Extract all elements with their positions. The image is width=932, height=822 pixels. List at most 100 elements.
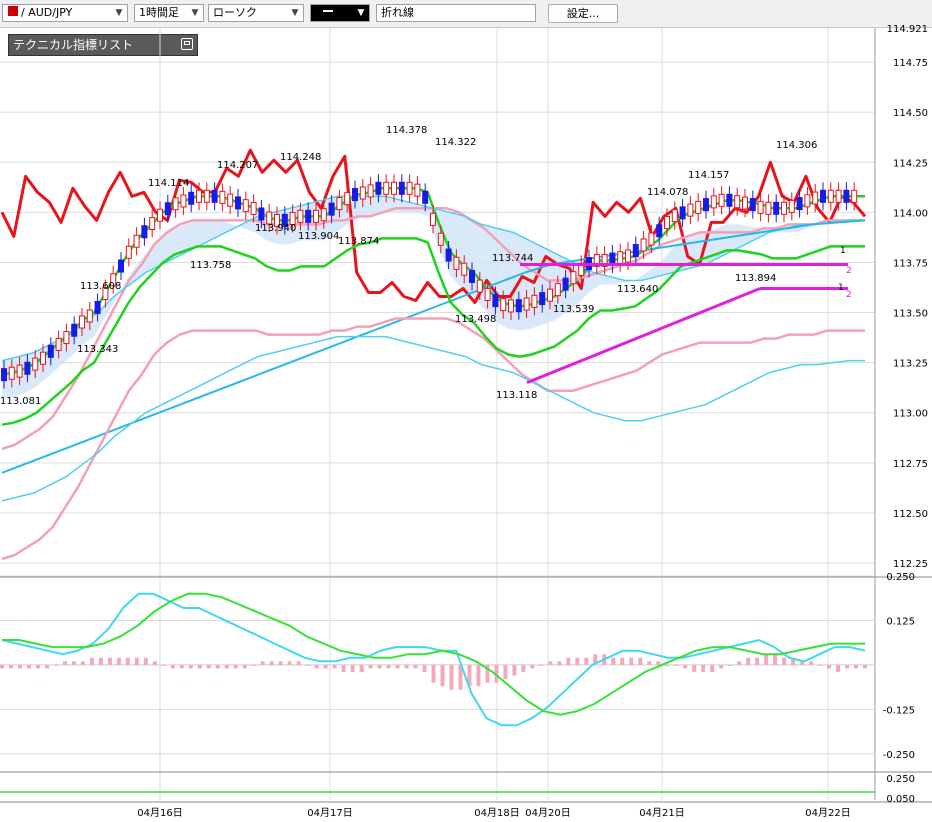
macd-histogram-bar <box>476 664 481 687</box>
macd-histogram-bar <box>215 664 220 669</box>
chart-style-label: ローソク <box>213 6 257 19</box>
candle-body <box>398 181 405 195</box>
chevron-down-icon: ▼ <box>115 8 123 18</box>
candle-body <box>86 309 93 323</box>
candle-body <box>718 193 725 207</box>
restore-icon[interactable] <box>181 38 193 50</box>
chart-style-select[interactable]: ローソク ▼ <box>208 4 304 22</box>
candle-body <box>749 198 756 212</box>
macd-histogram-bar <box>350 664 355 672</box>
candle-body <box>242 199 249 213</box>
chevron-down-icon: ▼ <box>191 8 199 18</box>
line-color-icon <box>323 10 333 12</box>
candle-body <box>687 203 694 217</box>
indicator-tick-label: 0.250 <box>886 572 915 583</box>
candle-body <box>742 196 748 210</box>
macd-histogram-bar <box>782 657 787 665</box>
candle-body <box>515 299 522 313</box>
macd-histogram-bar <box>386 664 391 669</box>
candle-body <box>773 201 780 215</box>
rising-trendline <box>526 287 761 385</box>
macd-histogram-bar <box>152 661 157 665</box>
candle-body <box>835 189 842 203</box>
candle-body <box>695 200 702 214</box>
candle-body <box>656 224 663 238</box>
candle-body <box>765 201 772 215</box>
indicator-tick-label: -0.250 <box>883 750 915 761</box>
price-annotations: 113.081 113.608 113.343 114.114 113.758 114.2… <box>0 125 817 407</box>
cloud-area <box>2 196 865 399</box>
timeframe-select[interactable]: 1時間足 ▼ <box>134 4 204 22</box>
toolbar: / AUD/JPY ▼ 1時間足 ▼ ローソク ▼ ▼ 折れ線 設定... <box>0 0 932 28</box>
macd-histogram-bar <box>701 664 706 672</box>
candle-body <box>531 294 538 308</box>
candle-body <box>476 279 483 293</box>
macd-histogram-bar <box>35 664 40 669</box>
candle-body <box>110 273 117 287</box>
settings-button[interactable]: 設定... <box>548 4 618 23</box>
indicator-tick-label: -0.125 <box>883 705 915 716</box>
macd-histogram-bar <box>260 661 265 665</box>
price-annotation: 113.498 <box>455 314 496 325</box>
symbol-select[interactable]: / AUD/JPY ▼ <box>2 4 128 22</box>
price-annotation: 114.114 <box>148 178 189 189</box>
price-tick-label: 114.00 <box>893 208 928 219</box>
macd-histogram-bar <box>440 664 445 687</box>
candle-body <box>141 225 148 239</box>
series-line <box>1 219 866 474</box>
candle-body <box>149 216 156 230</box>
macd-histogram-bar <box>710 664 715 672</box>
price-annotation: 114.378 <box>386 125 427 136</box>
macd-indicator: 0.250 0.125 -0.125 -0.250 0.250 0.050 <box>0 572 915 805</box>
macd-histogram-bar <box>125 657 130 665</box>
line-type-label: 折れ線 <box>381 6 414 19</box>
candle-body <box>344 192 351 206</box>
trendline-tag: 1 <box>840 246 846 256</box>
candle-body <box>648 232 655 246</box>
candle-body <box>63 331 70 345</box>
candle-body <box>500 298 507 312</box>
candle-body <box>679 206 686 220</box>
price-tick-label: 112.50 <box>893 509 928 520</box>
macd-histogram-bar <box>179 664 184 669</box>
price-annotation: 113.081 <box>0 396 41 407</box>
candle-body <box>640 238 647 252</box>
macd-histogram-bar <box>512 664 517 676</box>
candle-body <box>133 234 140 248</box>
indicator-list-panel[interactable]: テクニカル指標リスト <box>8 34 198 56</box>
candle-body <box>796 197 803 211</box>
candle-body <box>469 269 475 283</box>
macd-histogram-bar <box>764 654 769 665</box>
trendline-tag: 1 <box>838 283 844 293</box>
macd-histogram-bar <box>0 664 4 669</box>
candle-body <box>164 202 171 216</box>
chevron-down-icon: ▼ <box>291 8 299 18</box>
candle-body <box>313 209 319 223</box>
macd-histogram-bar <box>431 664 436 683</box>
macd-histogram-bar <box>206 664 211 669</box>
price-annotation: 113.874 <box>338 236 379 247</box>
macd-histogram-bar <box>467 664 472 687</box>
candle-body <box>827 189 834 203</box>
panel-title: テクニカル指標リスト <box>13 38 134 52</box>
sub-tick-label: 0.050 <box>886 794 915 805</box>
macd-histogram-bar <box>89 657 94 665</box>
price-tick-label: 114.75 <box>893 58 928 69</box>
macd-histogram-bar <box>368 664 373 669</box>
candle-body <box>32 357 39 371</box>
candle-body <box>586 257 592 271</box>
candle-body <box>554 283 561 297</box>
line-type-select[interactable]: 折れ線 <box>376 4 536 22</box>
candle-body <box>320 208 327 222</box>
candle-body <box>430 212 436 226</box>
macd-histogram-bar <box>557 661 562 665</box>
macd-histogram-bar <box>377 664 382 669</box>
macd-histogram-bar <box>647 661 652 665</box>
macd-histogram-bar <box>746 657 751 665</box>
macd-histogram-bar <box>242 664 247 669</box>
price-annotation: 113.539 <box>553 304 594 315</box>
color-select[interactable]: ▼ <box>310 4 370 22</box>
macd-histogram-bar <box>494 664 499 683</box>
macd-histogram-bar <box>278 661 283 665</box>
